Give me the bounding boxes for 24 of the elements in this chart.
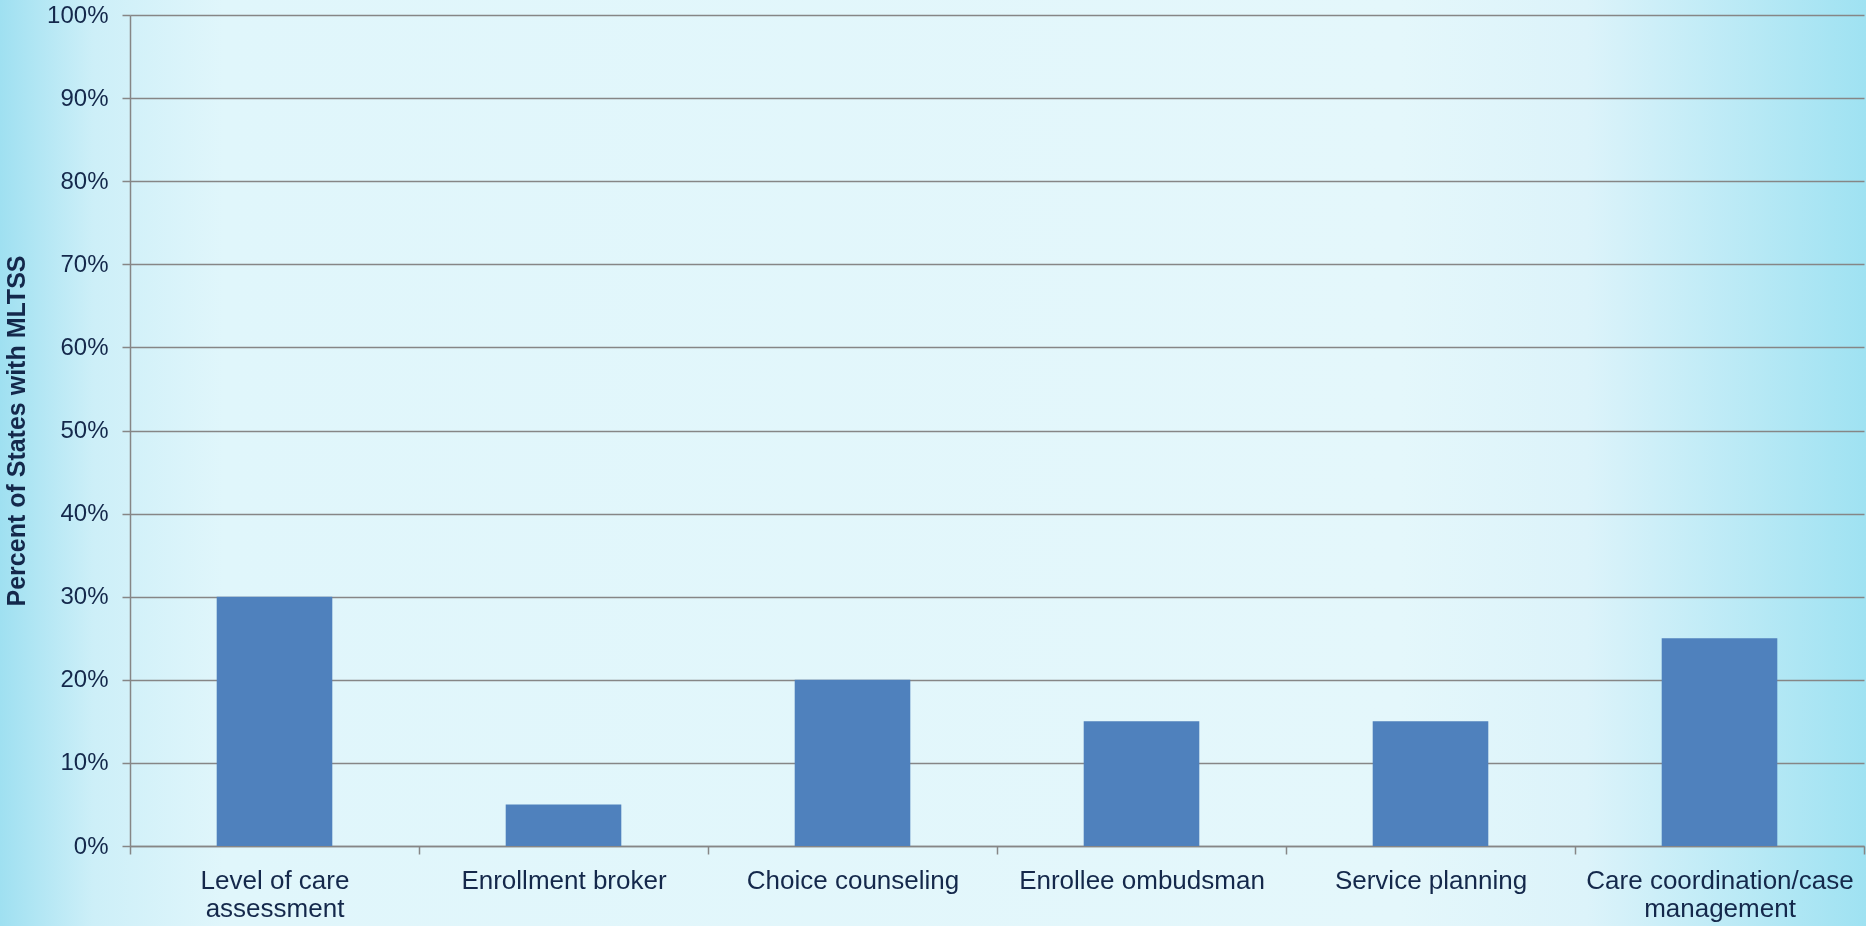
- y-tick-label: 90%: [60, 83, 109, 111]
- bar: [1083, 721, 1200, 846]
- y-tick-label: 50%: [60, 416, 109, 443]
- bar: [1372, 721, 1489, 846]
- y-tick-label: 10%: [60, 748, 109, 776]
- x-tick-label: Care coordination/case management: [1586, 864, 1854, 923]
- y-tick-label: 100%: [47, 0, 109, 28]
- x-tick-label: Enrollee ombudsman: [1019, 864, 1265, 895]
- x-tick-label: Enrollment broker: [461, 864, 667, 895]
- bar: [216, 596, 333, 846]
- y-tick-label: 70%: [60, 249, 109, 277]
- x-tick-label: Level of care assessment: [200, 864, 350, 923]
- x-tick-label: Service planning: [1334, 864, 1528, 895]
- bar: [505, 804, 622, 846]
- x-tick-label: Choice counseling: [746, 864, 960, 895]
- y-tick-label: 30%: [60, 582, 109, 610]
- bar: [794, 679, 911, 846]
- y-tick-label: 40%: [60, 499, 109, 527]
- y-axis-title: Percent of States with MLTSS: [1, 255, 30, 607]
- bar: [1661, 638, 1778, 846]
- y-tick-label: 0%: [73, 831, 109, 859]
- y-tick-label: 20%: [60, 665, 109, 693]
- y-tick-label: 80%: [60, 166, 109, 194]
- y-tick-label: 60%: [60, 332, 109, 360]
